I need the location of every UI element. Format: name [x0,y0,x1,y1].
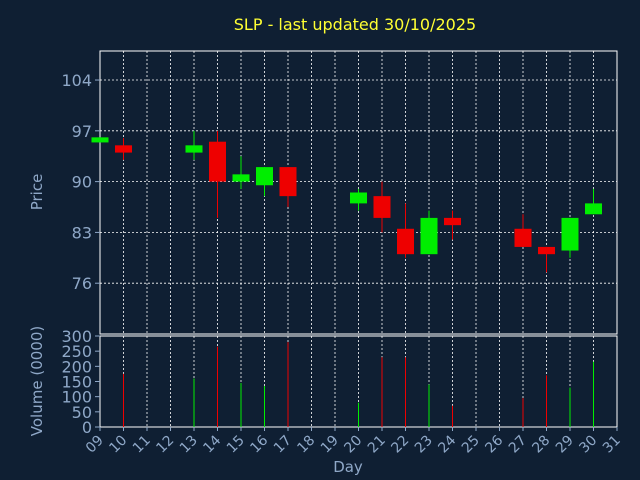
volume-tick-label: 300 [61,327,92,346]
volume-tick-label: 250 [61,342,92,361]
x-axis-label: Day [333,458,363,476]
price-tick-label: 90 [72,173,92,192]
candle-body [350,192,367,204]
price-panel: 104 97 90 83 76 [61,50,618,335]
volume-tick-label: 200 [61,357,92,376]
candle-body [279,167,297,197]
price-tick-label: 83 [72,223,92,242]
candle-body [561,217,579,251]
price-tick-label: 76 [72,274,92,293]
candle-body [91,137,109,143]
candle-body [397,228,414,255]
candle-body [209,141,226,182]
volume-axis-label: Volume (0000) [28,326,46,436]
candle-body [420,217,438,255]
candle-body [444,217,461,226]
candle-body [256,167,273,186]
volume-tick-label: 150 [61,373,92,392]
chart-title: SLP - last updated 30/10/2025 [234,15,476,34]
candle-body [585,203,602,215]
candle-body [185,145,203,153]
price-tick-label: 97 [72,122,92,141]
candle-body [538,246,555,255]
candle-body [115,145,132,153]
volume-tick-label: 0 [82,418,92,437]
candle-body [514,228,532,247]
price-tick-label: 104 [61,71,92,90]
candle-body [232,174,250,182]
price-axis-label: Price [28,174,46,211]
volume-tick-label: 100 [61,388,92,407]
candle-body [373,196,391,218]
volume-tick-label: 50 [72,403,92,422]
